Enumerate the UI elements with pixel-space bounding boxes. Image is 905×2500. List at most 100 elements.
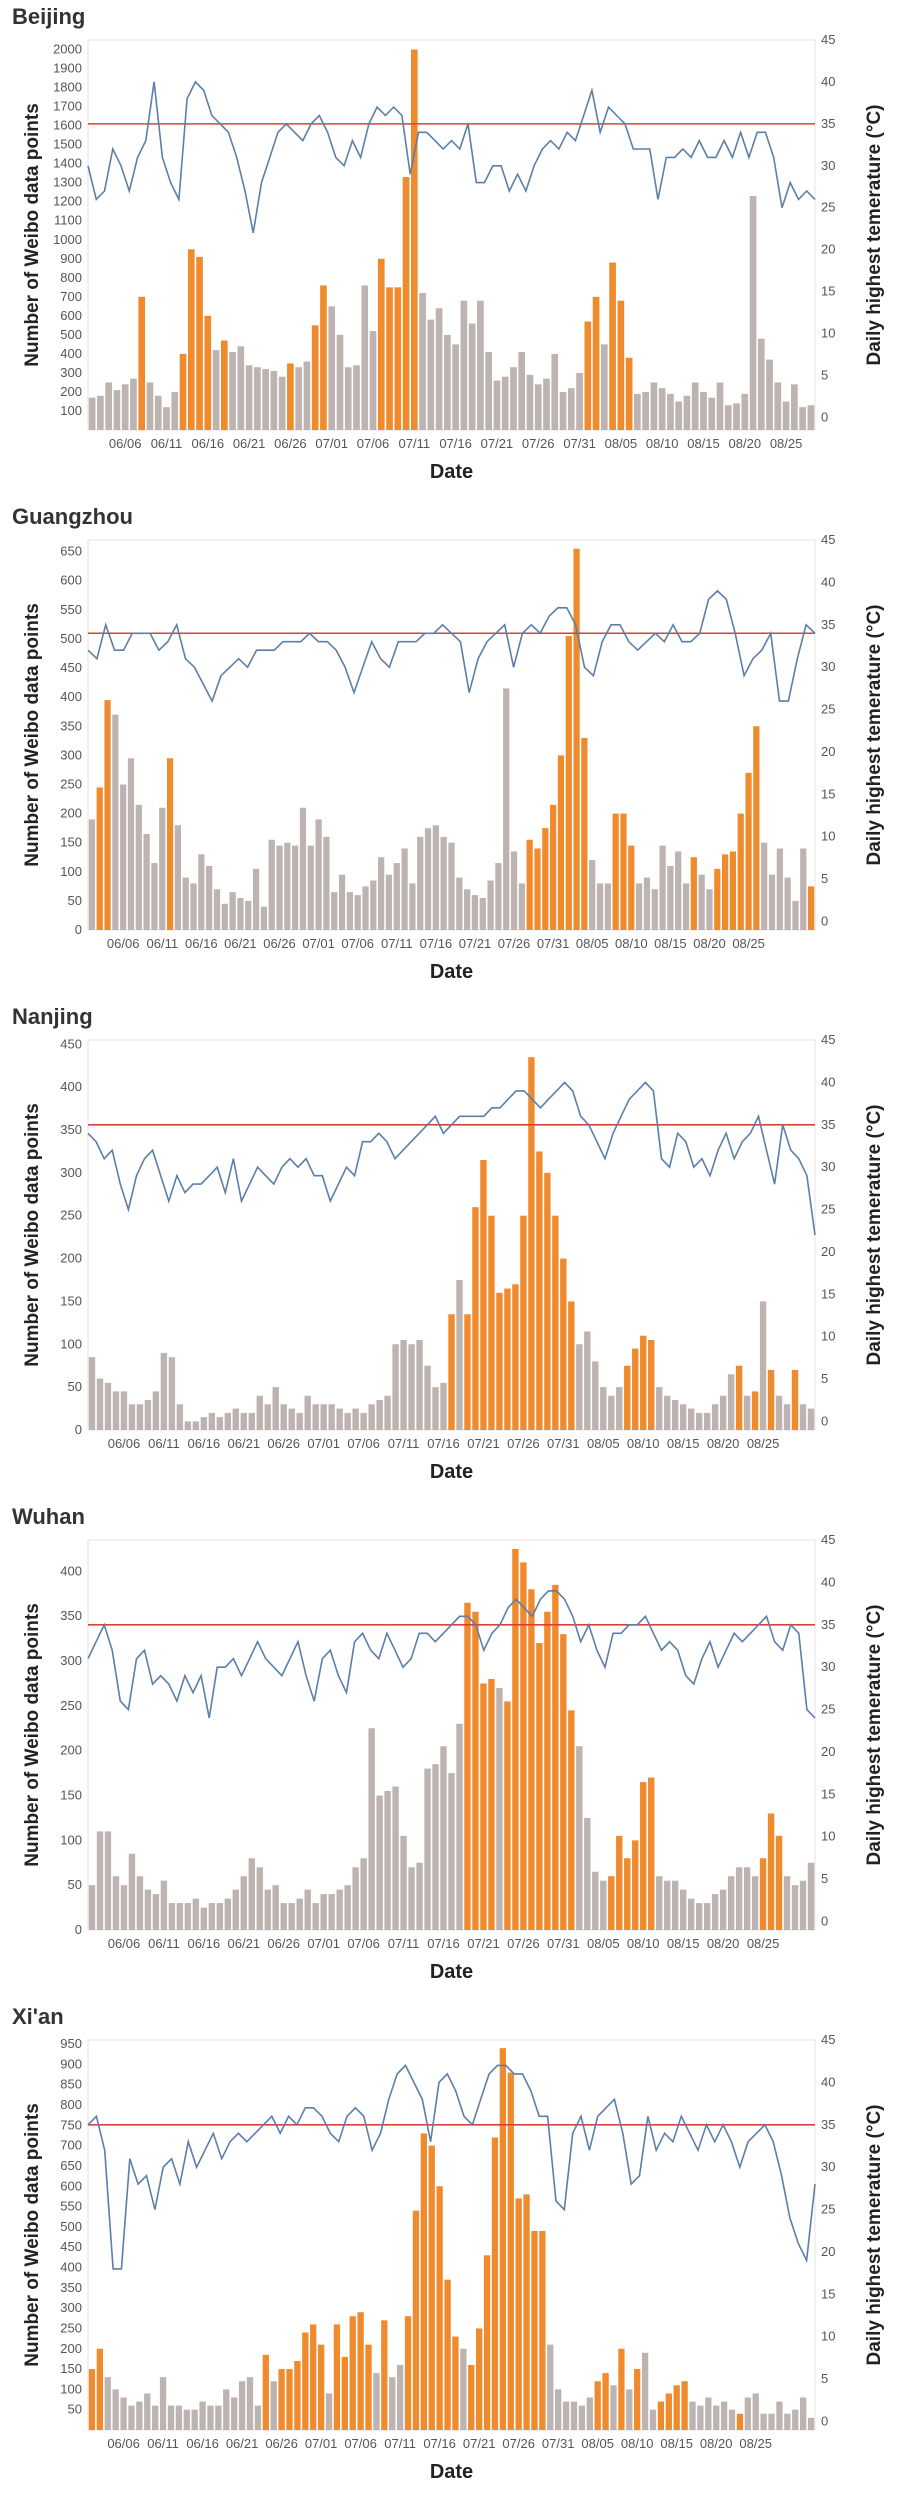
bar-high-temp	[584, 321, 592, 430]
bar	[215, 2405, 222, 2431]
bar	[687, 1408, 695, 1430]
x-tick-label: 06/26	[267, 1436, 300, 1451]
bar	[695, 1903, 703, 1930]
y2-tick-label: 45	[821, 532, 835, 547]
bar	[303, 361, 311, 430]
x-tick-label: 06/21	[224, 936, 257, 951]
bar-high-temp	[767, 1370, 775, 1430]
bar	[112, 1876, 120, 1930]
bar	[344, 367, 352, 430]
x-tick-label: 08/05	[587, 1936, 620, 1951]
x-tick-label: 07/21	[467, 1436, 500, 1451]
x-tick-label: 08/15	[654, 936, 687, 951]
bar	[385, 874, 393, 930]
y-tick-label: 50	[68, 1379, 82, 1394]
bar	[485, 352, 493, 430]
bar	[331, 892, 338, 930]
bar-high-temp	[592, 296, 600, 430]
bar	[353, 365, 360, 430]
bar	[272, 1885, 279, 1930]
bar	[799, 1880, 807, 1930]
bar-high-temp	[767, 1813, 775, 1930]
y-tick-label: 650	[60, 544, 82, 559]
bar-high-temp	[310, 2324, 317, 2431]
bar-high-temp	[681, 2381, 688, 2430]
y-tick-label: 900	[60, 251, 82, 266]
x-tick-label: 06/21	[228, 1936, 261, 1951]
y-tick-label: 1700	[53, 99, 82, 114]
y2-tick-label: 45	[821, 2032, 835, 2047]
bar-high-temp	[552, 1215, 559, 1430]
bar	[728, 2409, 736, 2430]
y2-tick-label: 15	[821, 284, 835, 299]
bar	[689, 2401, 696, 2430]
bar	[761, 842, 768, 930]
bar	[213, 889, 221, 930]
bar	[112, 1391, 120, 1430]
bar	[641, 2352, 649, 2430]
bar	[495, 863, 502, 930]
bar	[88, 1885, 96, 1930]
bar	[323, 836, 330, 930]
y2-tick-label: 25	[821, 1702, 835, 1717]
x-axis-title: Date	[430, 1961, 473, 1983]
x-tick-label: 07/11	[388, 1936, 420, 1951]
x-tick-label: 07/26	[502, 2436, 535, 2451]
bar-high-temp	[528, 1589, 535, 1930]
bar-high-temp	[557, 755, 565, 930]
bar	[240, 1412, 247, 1430]
y2-axis-title: Daily highest temerature (°C)	[864, 2105, 885, 2366]
bar	[152, 1894, 160, 1930]
bar	[697, 2405, 704, 2431]
bar-high-temp	[528, 1057, 535, 1430]
x-tick-label: 07/31	[542, 2436, 575, 2451]
y2-tick-label: 5	[821, 2371, 828, 2386]
bar	[352, 1408, 359, 1430]
x-tick-label: 08/15	[667, 1936, 700, 1951]
x-tick-label: 08/20	[707, 1936, 740, 1951]
bar	[248, 1412, 255, 1430]
bar	[547, 2344, 554, 2430]
bar-high-temp	[294, 2360, 301, 2430]
chart-title: Nanjing	[12, 1004, 93, 1029]
bar	[711, 1404, 719, 1430]
bar-high-temp	[616, 1835, 623, 1930]
bar	[272, 1387, 279, 1430]
plot-area	[87, 2039, 816, 2431]
y2-tick-label: 35	[821, 2117, 835, 2132]
x-tick-label: 07/06	[347, 1936, 380, 1951]
x-tick-label: 07/26	[507, 1936, 540, 1951]
bar	[596, 883, 604, 930]
y-tick-label: 350	[60, 1122, 82, 1137]
bar	[440, 836, 447, 930]
y-tick-label: 500	[60, 327, 82, 342]
bar	[278, 376, 286, 430]
bar	[600, 1880, 607, 1930]
bar	[782, 401, 790, 430]
x-tick-label: 07/01	[305, 2436, 338, 2451]
bar-high-temp	[262, 2354, 269, 2430]
bar	[315, 819, 322, 930]
bar	[292, 845, 299, 930]
bar	[248, 1858, 255, 1930]
bar	[338, 874, 346, 930]
x-tick-label: 06/16	[188, 1436, 221, 1451]
bar	[127, 758, 135, 930]
bar	[784, 877, 791, 930]
bar	[176, 1903, 184, 1930]
bar	[151, 863, 158, 930]
x-tick-label: 07/16	[423, 2436, 456, 2451]
bar	[460, 300, 468, 430]
bar-high-temp	[394, 287, 402, 430]
x-tick-label: 07/06	[347, 1436, 380, 1451]
x-tick-label: 08/25	[747, 1936, 780, 1951]
bar	[260, 906, 267, 930]
bar	[705, 2397, 712, 2430]
bar-high-temp	[436, 2186, 443, 2430]
bar	[96, 1831, 104, 1930]
x-tick-label: 06/16	[185, 936, 218, 951]
bar-high-temp	[520, 1562, 527, 1930]
bar	[643, 877, 651, 930]
bar	[719, 1889, 727, 1930]
